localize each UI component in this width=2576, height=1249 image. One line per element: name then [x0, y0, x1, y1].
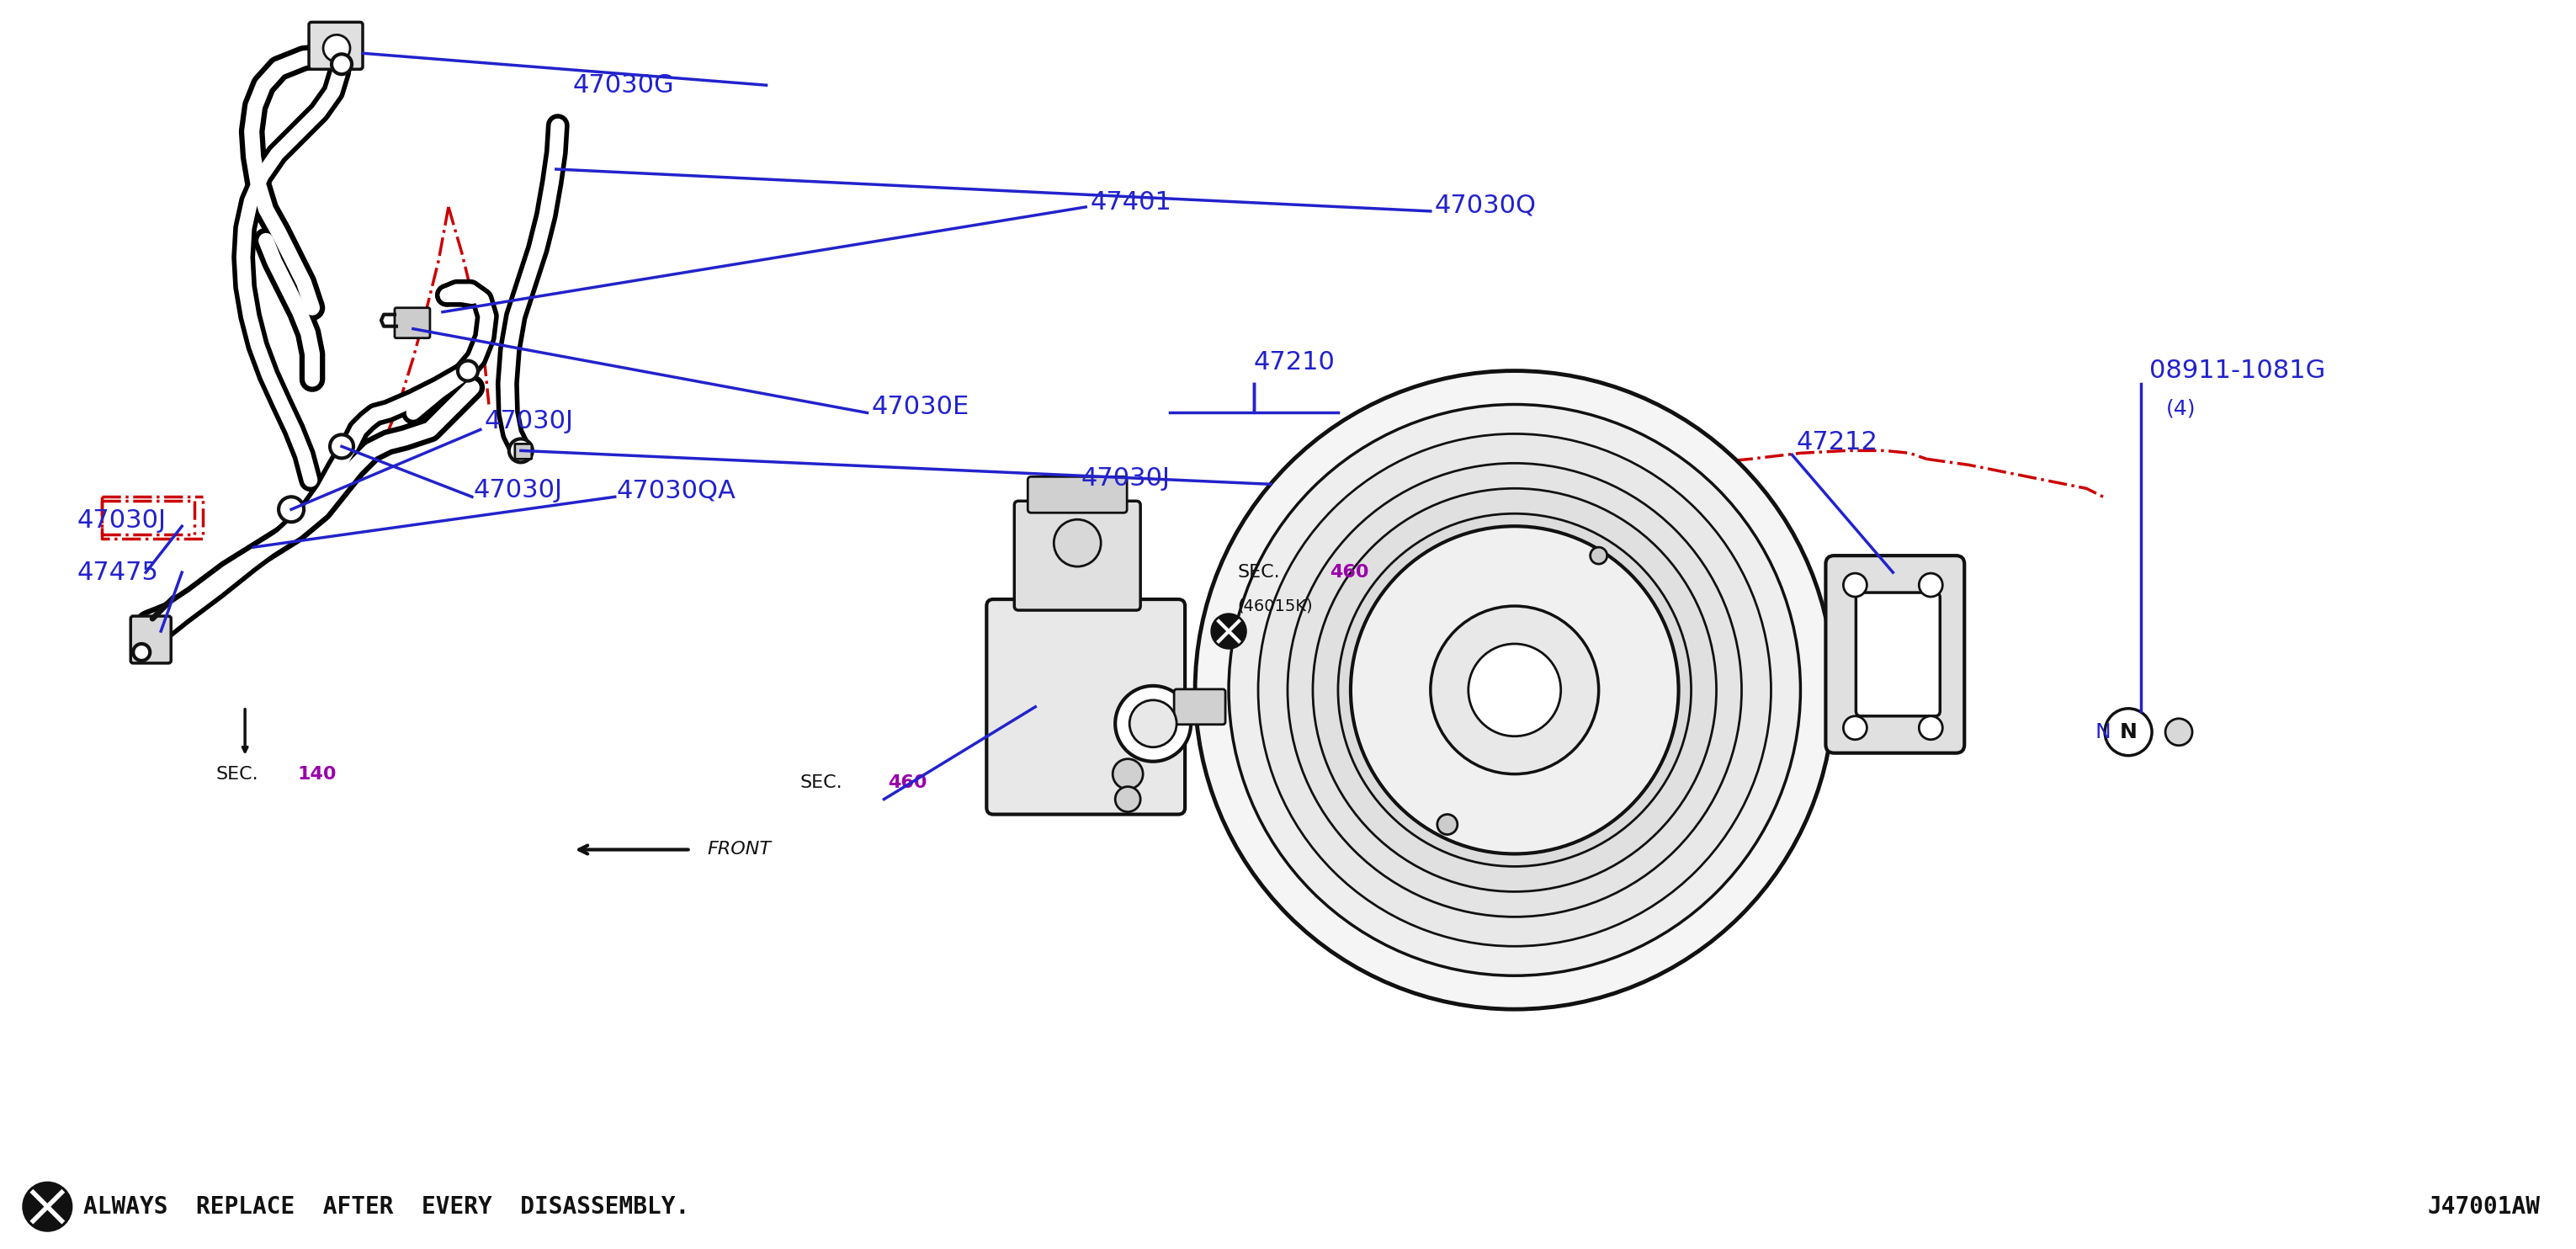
Circle shape	[134, 643, 149, 661]
Text: J47001AW: J47001AW	[2427, 1195, 2540, 1219]
Circle shape	[1054, 520, 1100, 567]
Text: 140: 140	[296, 766, 337, 782]
Text: SEC.: SEC.	[801, 774, 842, 791]
Text: FRONT: FRONT	[708, 842, 770, 858]
Text: 47030G: 47030G	[572, 72, 675, 97]
FancyBboxPatch shape	[1015, 501, 1141, 611]
Circle shape	[2166, 718, 2192, 746]
Text: 47030E: 47030E	[871, 395, 969, 420]
Circle shape	[1844, 716, 1868, 739]
Text: 47210: 47210	[1255, 350, 1334, 375]
Circle shape	[1919, 716, 1942, 739]
Text: 47030J: 47030J	[77, 508, 165, 532]
Text: 47030J: 47030J	[1082, 466, 1170, 491]
Circle shape	[1350, 526, 1680, 854]
Circle shape	[1337, 513, 1692, 867]
Circle shape	[1589, 547, 1607, 565]
Circle shape	[322, 35, 350, 61]
Text: N: N	[2120, 722, 2138, 742]
FancyBboxPatch shape	[131, 616, 170, 663]
Text: 47030J: 47030J	[484, 408, 574, 433]
FancyBboxPatch shape	[987, 600, 1185, 814]
Circle shape	[2105, 708, 2151, 756]
Text: SEC.: SEC.	[1236, 565, 1280, 581]
Circle shape	[1430, 606, 1600, 774]
Circle shape	[1468, 643, 1561, 736]
Circle shape	[23, 1183, 72, 1230]
Text: 47030QA: 47030QA	[616, 478, 737, 503]
Text: 47212: 47212	[1795, 430, 1878, 455]
Circle shape	[1128, 701, 1177, 747]
Text: 460: 460	[889, 774, 927, 791]
Circle shape	[1257, 433, 1772, 947]
Circle shape	[510, 438, 533, 462]
Circle shape	[1437, 814, 1458, 834]
Circle shape	[1229, 405, 1801, 975]
Text: SEC.: SEC.	[216, 766, 258, 782]
Circle shape	[1844, 573, 1868, 597]
Text: 08911-1081G: 08911-1081G	[2148, 358, 2326, 383]
Text: 47030Q: 47030Q	[1435, 194, 1535, 217]
Circle shape	[1195, 371, 1834, 1009]
FancyBboxPatch shape	[1855, 592, 1940, 716]
Circle shape	[1288, 463, 1741, 917]
Text: 47030J: 47030J	[474, 478, 564, 502]
Text: 47401: 47401	[1090, 191, 1172, 215]
FancyBboxPatch shape	[1826, 556, 1965, 753]
Text: ALWAYS  REPLACE  AFTER  EVERY  DISASSEMBLY.: ALWAYS REPLACE AFTER EVERY DISASSEMBLY.	[82, 1195, 690, 1219]
FancyBboxPatch shape	[1028, 477, 1126, 513]
Circle shape	[330, 435, 353, 458]
Circle shape	[1115, 787, 1141, 812]
FancyBboxPatch shape	[394, 307, 430, 338]
FancyBboxPatch shape	[309, 22, 363, 69]
Text: 460: 460	[1329, 565, 1368, 581]
Circle shape	[1919, 573, 1942, 597]
Circle shape	[1115, 686, 1190, 762]
Text: (46015K): (46015K)	[1236, 598, 1314, 615]
Circle shape	[278, 497, 304, 522]
Circle shape	[1211, 615, 1247, 648]
Text: (4): (4)	[2166, 398, 2197, 418]
Text: N: N	[2094, 722, 2112, 742]
Circle shape	[459, 361, 479, 381]
Circle shape	[1113, 759, 1144, 789]
FancyBboxPatch shape	[515, 443, 531, 458]
Circle shape	[332, 54, 353, 74]
Text: 47475: 47475	[77, 561, 157, 585]
FancyBboxPatch shape	[1175, 689, 1226, 724]
Circle shape	[1314, 488, 1716, 892]
